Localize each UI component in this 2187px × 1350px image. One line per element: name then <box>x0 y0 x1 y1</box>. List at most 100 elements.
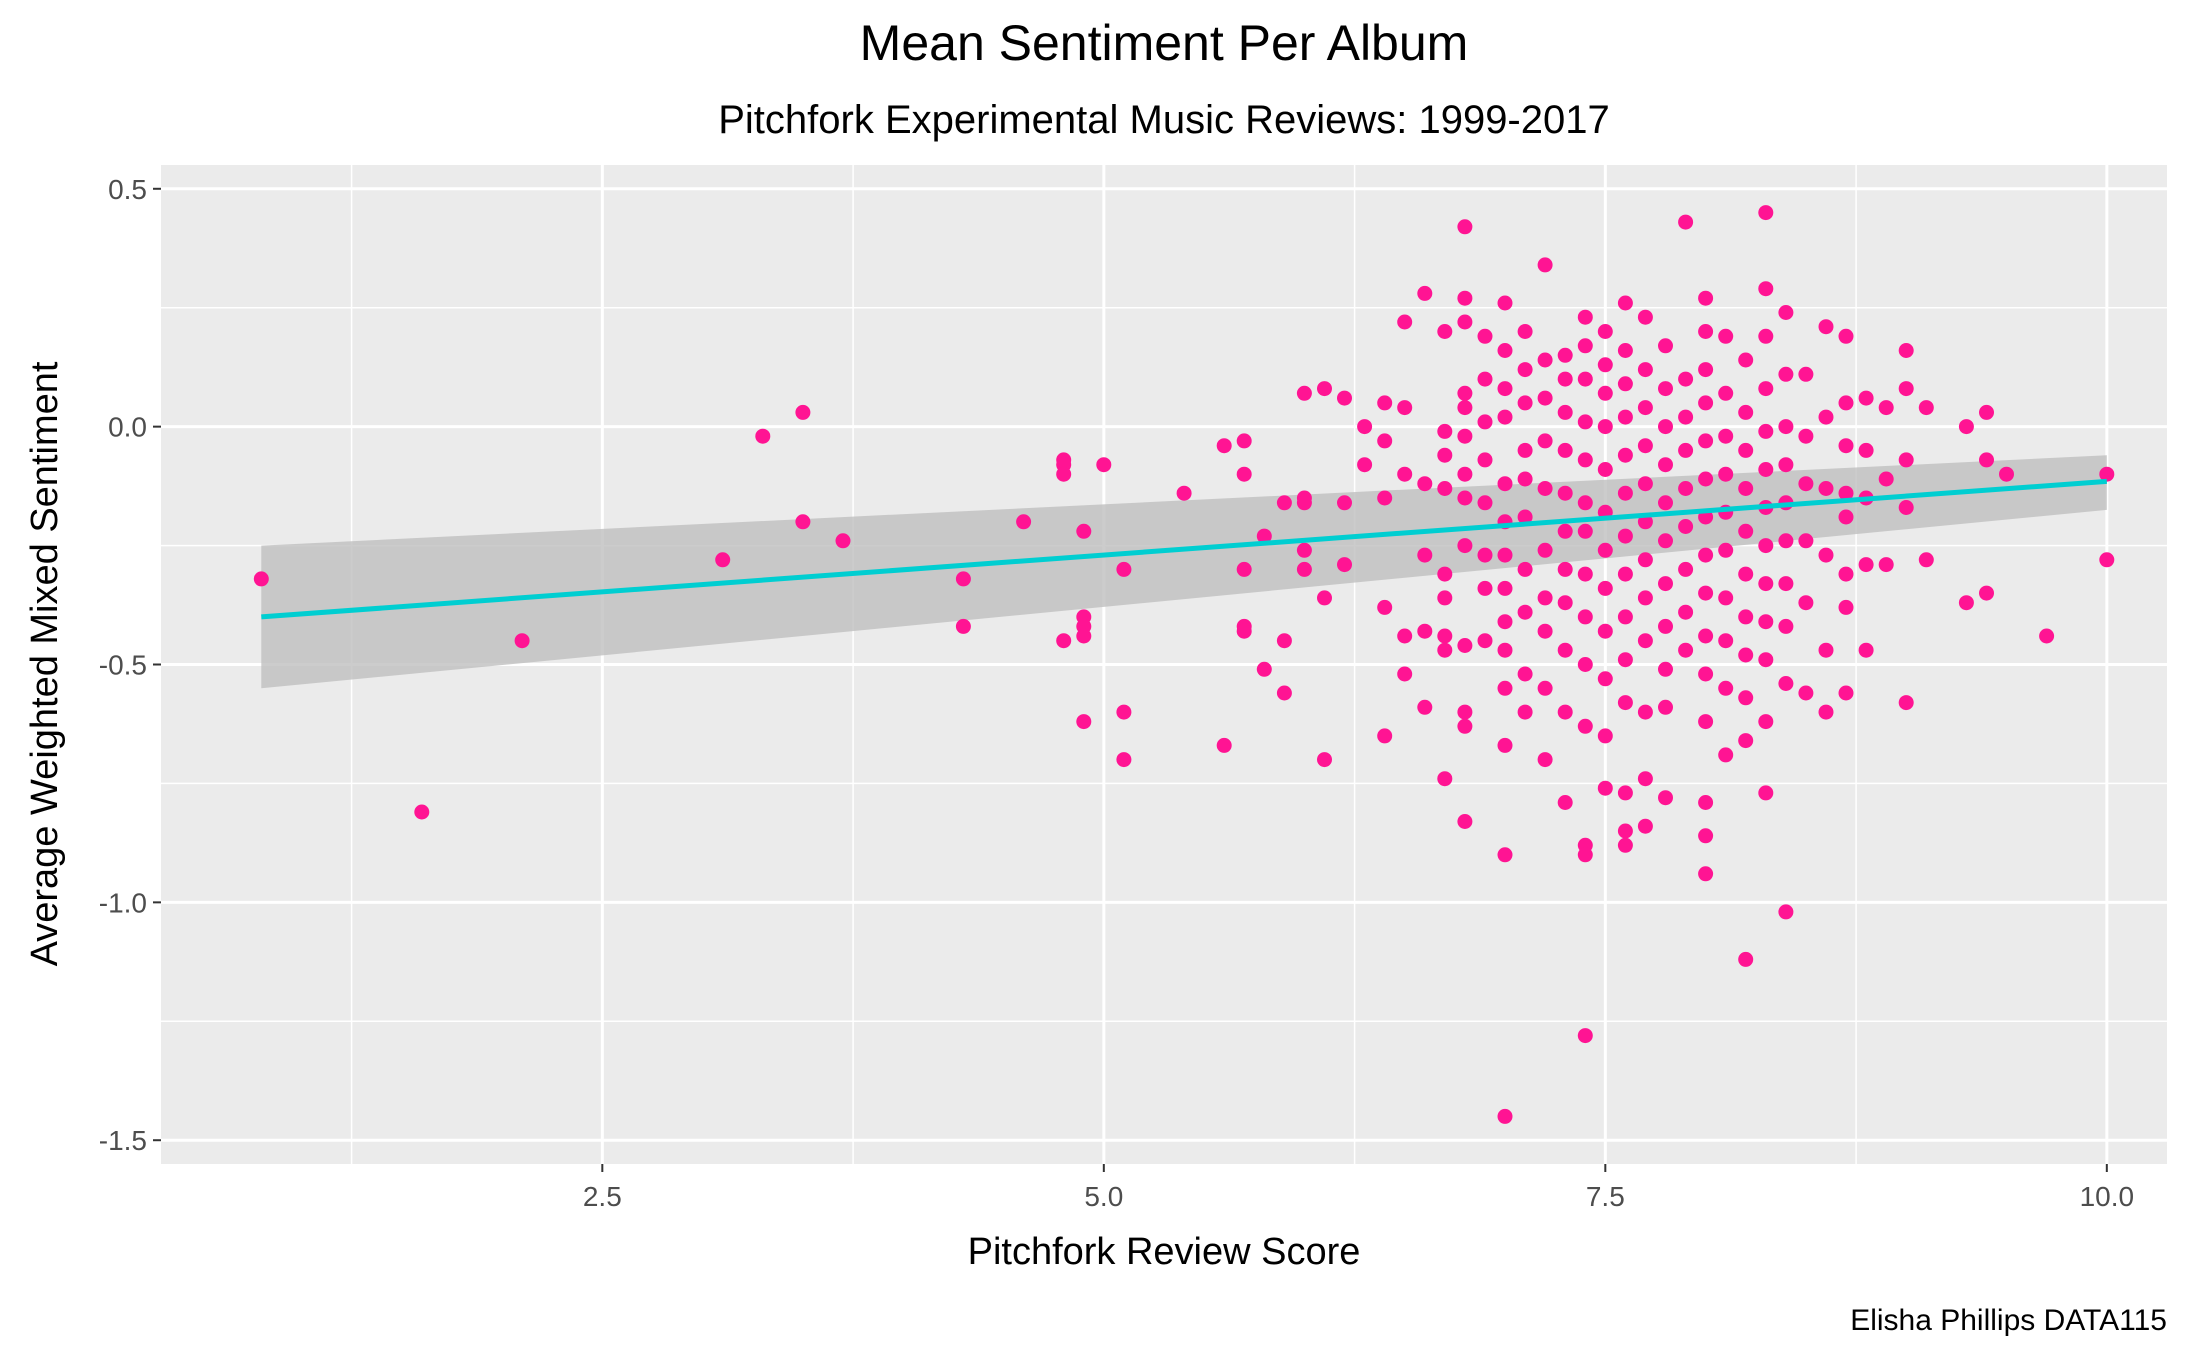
data-point <box>1838 328 1854 344</box>
data-point <box>1337 390 1352 406</box>
data-point <box>1798 428 1814 444</box>
data-point <box>1617 485 1633 501</box>
data-point <box>1417 547 1433 563</box>
data-point <box>715 552 731 568</box>
data-point <box>1497 381 1513 397</box>
data-point <box>1738 442 1754 458</box>
data-point <box>1678 442 1694 458</box>
y-tick-label: -1.5 <box>99 1125 147 1156</box>
data-point <box>1718 542 1734 558</box>
y-tick-label: 0.5 <box>108 174 147 205</box>
data-point <box>1758 328 1774 344</box>
data-point <box>1317 590 1332 606</box>
data-point <box>1637 362 1653 378</box>
data-point <box>1698 290 1714 306</box>
data-point <box>1377 728 1393 744</box>
data-point <box>1818 642 1834 658</box>
data-point <box>1497 547 1513 563</box>
data-point <box>1678 519 1694 534</box>
data-point <box>1517 509 1533 525</box>
data-point <box>1698 395 1714 411</box>
data-point <box>1738 481 1754 496</box>
data-point <box>1617 566 1633 582</box>
data-point <box>1738 951 1754 967</box>
data-point <box>1617 837 1633 853</box>
data-point <box>1758 576 1774 592</box>
data-point <box>1698 471 1714 487</box>
data-point <box>1437 447 1453 463</box>
data-point <box>1818 319 1834 335</box>
data-point <box>1317 752 1332 768</box>
data-point <box>1758 381 1774 397</box>
data-point <box>1296 561 1312 577</box>
data-point <box>1778 305 1794 320</box>
data-point <box>1076 628 1092 644</box>
data-point <box>1597 580 1613 596</box>
data-point <box>1497 409 1513 425</box>
data-point <box>1577 847 1593 863</box>
data-point <box>1698 362 1714 378</box>
data-point <box>1276 633 1292 649</box>
data-point <box>1537 390 1553 406</box>
data-point <box>1918 552 1934 568</box>
data-point <box>1778 366 1794 382</box>
data-point <box>1517 324 1533 339</box>
data-point <box>1236 466 1252 482</box>
data-point <box>1557 523 1573 539</box>
data-point <box>1658 661 1673 677</box>
y-tick-label: -0.5 <box>99 650 147 681</box>
data-point <box>1557 795 1573 810</box>
data-point <box>1617 343 1633 358</box>
data-point <box>1557 561 1573 577</box>
data-point <box>1617 528 1633 544</box>
data-point <box>1738 733 1754 749</box>
data-point <box>1056 466 1072 482</box>
data-point <box>1658 533 1673 549</box>
data-point <box>1637 438 1653 454</box>
y-tick-label: 0.0 <box>108 412 147 443</box>
data-point <box>1838 599 1854 615</box>
data-point <box>1778 618 1794 634</box>
data-point <box>1457 400 1473 416</box>
data-point <box>1577 452 1593 468</box>
data-point <box>1437 324 1453 339</box>
data-point <box>1497 1108 1513 1124</box>
data-point <box>1457 290 1473 306</box>
data-point <box>1698 628 1714 644</box>
data-point <box>1497 737 1513 753</box>
data-point <box>1818 704 1834 720</box>
data-point <box>1658 338 1673 354</box>
data-point <box>1718 747 1734 763</box>
data-point <box>1858 557 1874 573</box>
data-point <box>1056 633 1072 649</box>
data-point <box>1658 699 1673 715</box>
data-point <box>1437 566 1453 582</box>
data-point <box>2099 552 2115 568</box>
data-point <box>1798 366 1814 382</box>
x-tick-label: 5.0 <box>1084 1181 1123 1212</box>
data-point <box>1718 633 1734 649</box>
data-point <box>1557 485 1573 501</box>
data-point <box>1397 400 1413 416</box>
data-point <box>1296 542 1312 558</box>
data-point <box>1678 481 1694 496</box>
data-point <box>1718 328 1734 344</box>
data-point <box>1838 685 1854 701</box>
data-point <box>1979 452 1994 468</box>
data-point <box>1417 623 1433 639</box>
data-point <box>1658 457 1673 473</box>
data-point <box>755 428 771 444</box>
data-point <box>1738 404 1754 420</box>
data-point <box>2099 466 2115 482</box>
data-point <box>1497 642 1513 658</box>
data-point <box>1517 604 1533 620</box>
data-point <box>1738 690 1754 706</box>
data-point <box>835 533 851 549</box>
data-point <box>1658 576 1673 592</box>
data-point <box>1617 295 1633 311</box>
data-point <box>1698 714 1714 730</box>
data-point <box>1658 618 1673 634</box>
data-point <box>1537 623 1553 639</box>
data-point <box>1637 552 1653 568</box>
